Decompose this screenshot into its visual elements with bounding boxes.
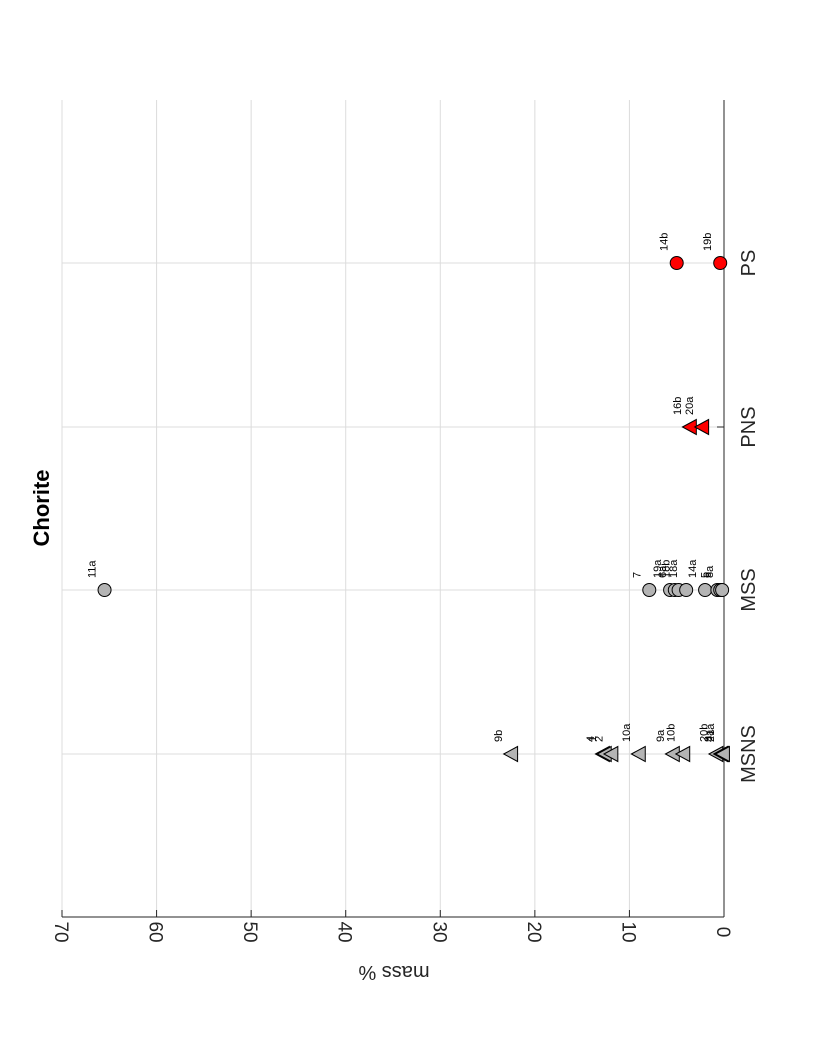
- data-point-label: 9a: [655, 729, 667, 742]
- data-point-triangle: [602, 745, 619, 763]
- data-point-circle: [669, 256, 684, 270]
- data-point-label: 20a: [684, 396, 696, 415]
- data-point-label: 10a: [621, 723, 633, 742]
- data-point-circle: [715, 583, 730, 597]
- value-tick-label: 60: [145, 921, 166, 942]
- category-tick-label: MSNS: [738, 725, 760, 783]
- data-point-label: 14b: [659, 233, 671, 251]
- data-point-label: 14a: [687, 559, 699, 578]
- category-tick-label: PS: [738, 250, 760, 277]
- data-point-triangle: [630, 745, 646, 763]
- data-point-label: 5: [699, 572, 711, 578]
- data-point-label: 4a: [704, 729, 716, 742]
- y-axis-label: mass %: [358, 961, 429, 983]
- data-point-label: 21a: [705, 723, 717, 742]
- data-point-label: 18b: [661, 560, 673, 578]
- value-tick-label: 0: [712, 927, 733, 938]
- tick-labels: 0 10 20 30 40 50 60 70 MSNS MSS PNS PS: [50, 250, 760, 943]
- data-point-label: 11a: [87, 560, 99, 578]
- data-point-triangle: [502, 745, 519, 763]
- data-point-label: 1: [587, 736, 599, 742]
- data-point-circle: [642, 583, 657, 597]
- data-point-triangle: [674, 745, 691, 763]
- grid-lines: [61, 100, 724, 917]
- value-tick-label: 10: [617, 921, 638, 942]
- data-point-circle: [713, 256, 728, 270]
- data-point-circle: [698, 583, 713, 597]
- data-point-label: 2: [593, 736, 605, 742]
- category-tick-label: PNS: [738, 406, 760, 447]
- data-point-label: 8a: [704, 565, 716, 578]
- data-point-label: 19b: [702, 233, 714, 251]
- chart-title: Chorite: [29, 470, 54, 547]
- data-point-circle: [679, 583, 694, 597]
- value-tick-label: 50: [239, 921, 260, 942]
- data-point-label: 19a: [652, 559, 664, 578]
- axes: [61, 100, 725, 918]
- data-point-label: 6a: [657, 565, 669, 578]
- data-point-label: 3: [703, 736, 715, 742]
- data-point-triangle: [714, 745, 730, 763]
- value-tick-label: 40: [334, 921, 355, 942]
- category-tick-label: MSS: [738, 568, 760, 611]
- data-point-triangle: [693, 418, 710, 436]
- value-tick-label: 70: [50, 921, 71, 942]
- data-point-label: 6: [702, 572, 714, 578]
- data-point-label: 10b: [665, 724, 677, 742]
- data-points: [97, 256, 730, 763]
- value-tick-label: 30: [428, 921, 449, 942]
- data-point-circle: [97, 583, 112, 597]
- data-point-label: 20b: [698, 724, 710, 742]
- data-point-label: 18a: [668, 559, 680, 578]
- data-point-label: 4: [585, 736, 597, 742]
- data-point-label: 16b: [672, 397, 684, 415]
- data-point-label: 9b: [493, 730, 505, 742]
- data-point-label: 7: [631, 572, 643, 578]
- value-tick-label: 20: [523, 921, 544, 942]
